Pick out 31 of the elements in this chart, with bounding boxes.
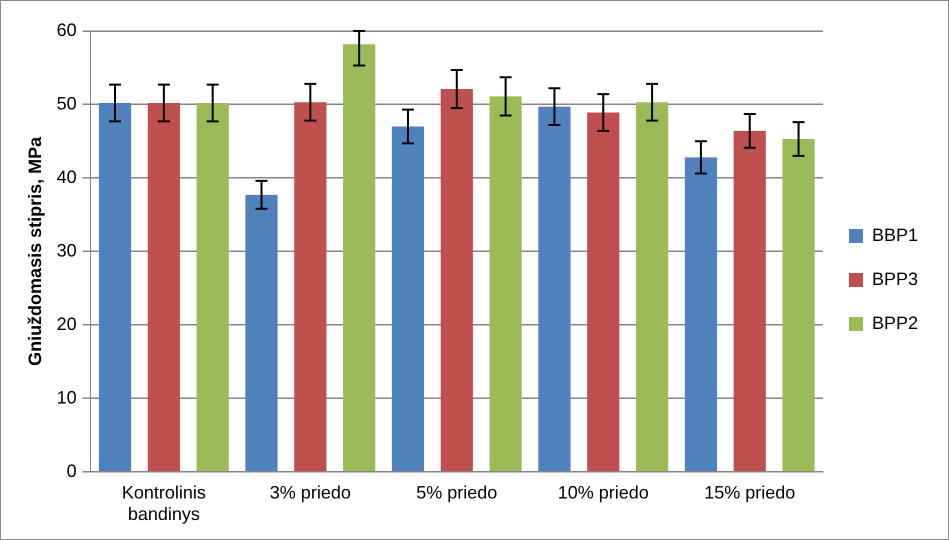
legend-label: BBP1: [872, 224, 918, 245]
bar: [440, 89, 473, 472]
bar: [245, 194, 278, 472]
x-tick-label: 3% priedo: [270, 482, 351, 503]
y-tick-label: 40: [56, 166, 77, 187]
bar: [148, 103, 180, 472]
y-axis-title: Gniuždomasis stipris, MPa: [24, 136, 45, 366]
bar: [490, 96, 522, 472]
x-tick-label: Kontrolinis bandinys: [122, 482, 206, 524]
bar: [343, 44, 376, 472]
bar: [392, 126, 424, 472]
bar: [98, 103, 132, 472]
bar: [587, 112, 620, 472]
legend-label: BPP2: [872, 312, 918, 333]
legend-label: BPP3: [872, 268, 918, 289]
bar: [294, 102, 326, 472]
y-tick-label: 0: [66, 460, 77, 481]
bar: [734, 130, 766, 472]
bar: [684, 157, 718, 472]
y-tick-label: 60: [56, 20, 77, 40]
bar: [782, 138, 815, 472]
y-tick-label: 30: [56, 240, 77, 260]
x-tick-label: 10% priedo: [558, 482, 649, 503]
bar: [538, 106, 571, 472]
y-tick-label: 50: [56, 93, 77, 114]
bar: [636, 102, 668, 472]
y-tick-label: 20: [56, 314, 77, 334]
y-tick-label: 10: [56, 387, 77, 408]
x-tick-label: 5% priedo: [416, 482, 498, 503]
bar: [196, 103, 229, 472]
x-tick-label: 15% priedo: [704, 482, 796, 503]
